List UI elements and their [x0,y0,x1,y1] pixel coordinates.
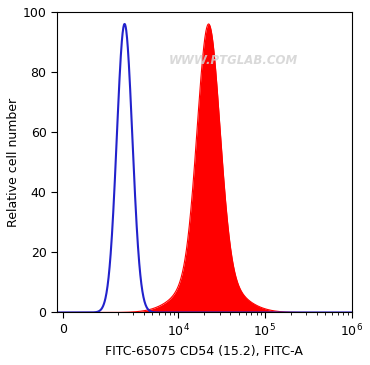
Y-axis label: Relative cell number: Relative cell number [7,98,20,227]
Text: WWW.PTGLAB.COM: WWW.PTGLAB.COM [169,54,298,66]
X-axis label: FITC-65075 CD54 (15.2), FITC-A: FITC-65075 CD54 (15.2), FITC-A [105,345,303,358]
